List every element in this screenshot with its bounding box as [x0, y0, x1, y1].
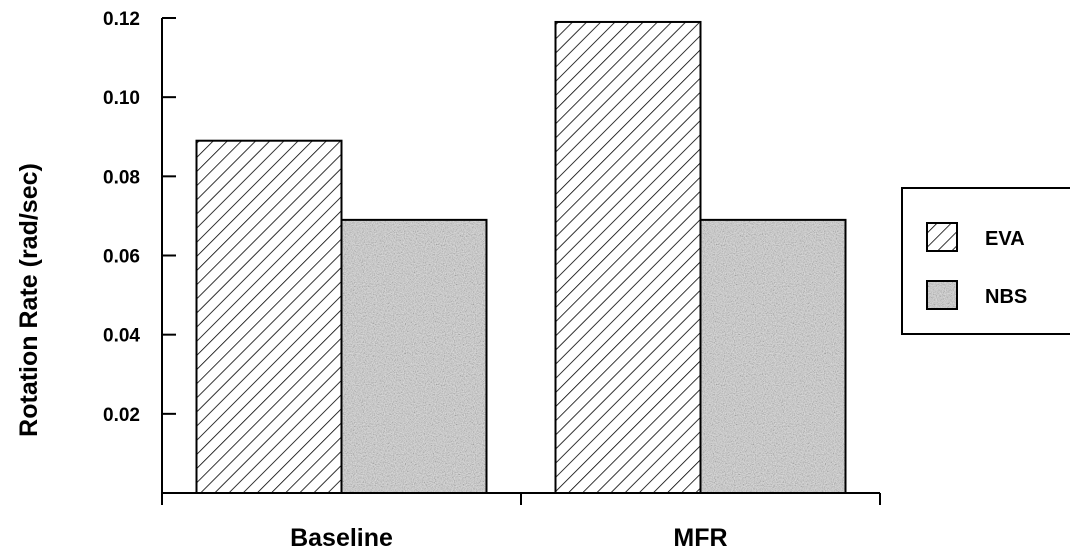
bar-eva-mfr — [554, 20, 702, 494]
x-category-label: MFR — [673, 524, 727, 552]
x-ticks: Baseline MFR — [161, 493, 881, 552]
legend: EVA NBS — [901, 187, 1070, 335]
y-tick-label: 0.10 — [103, 88, 140, 109]
y-ticks: 0.02 0.04 0.06 0.08 0.10 0.12 — [103, 9, 176, 426]
legend-box — [901, 187, 1070, 335]
legend-label-eva: EVA — [985, 228, 1025, 250]
legend-swatch-eva — [926, 222, 958, 252]
x-category-label: Baseline — [290, 524, 393, 552]
legend-swatch-nbs — [926, 280, 958, 310]
y-tick-label: 0.06 — [103, 247, 140, 268]
y-tick-label: 0.08 — [103, 167, 140, 188]
y-tick-label: 0.12 — [103, 9, 140, 30]
bar-nbs-baseline — [340, 218, 488, 494]
bar-eva-baseline — [195, 139, 343, 494]
y-axis-title: Rotation Rate (rad/sec) — [15, 163, 43, 437]
y-tick-label: 0.04 — [103, 326, 140, 347]
bars-layer — [195, 20, 847, 494]
bar-nbs-mfr — [699, 218, 847, 494]
legend-label-nbs: NBS — [985, 286, 1027, 308]
y-tick-label: 0.02 — [103, 405, 140, 426]
legend-items: EVA NBS — [926, 222, 1027, 310]
